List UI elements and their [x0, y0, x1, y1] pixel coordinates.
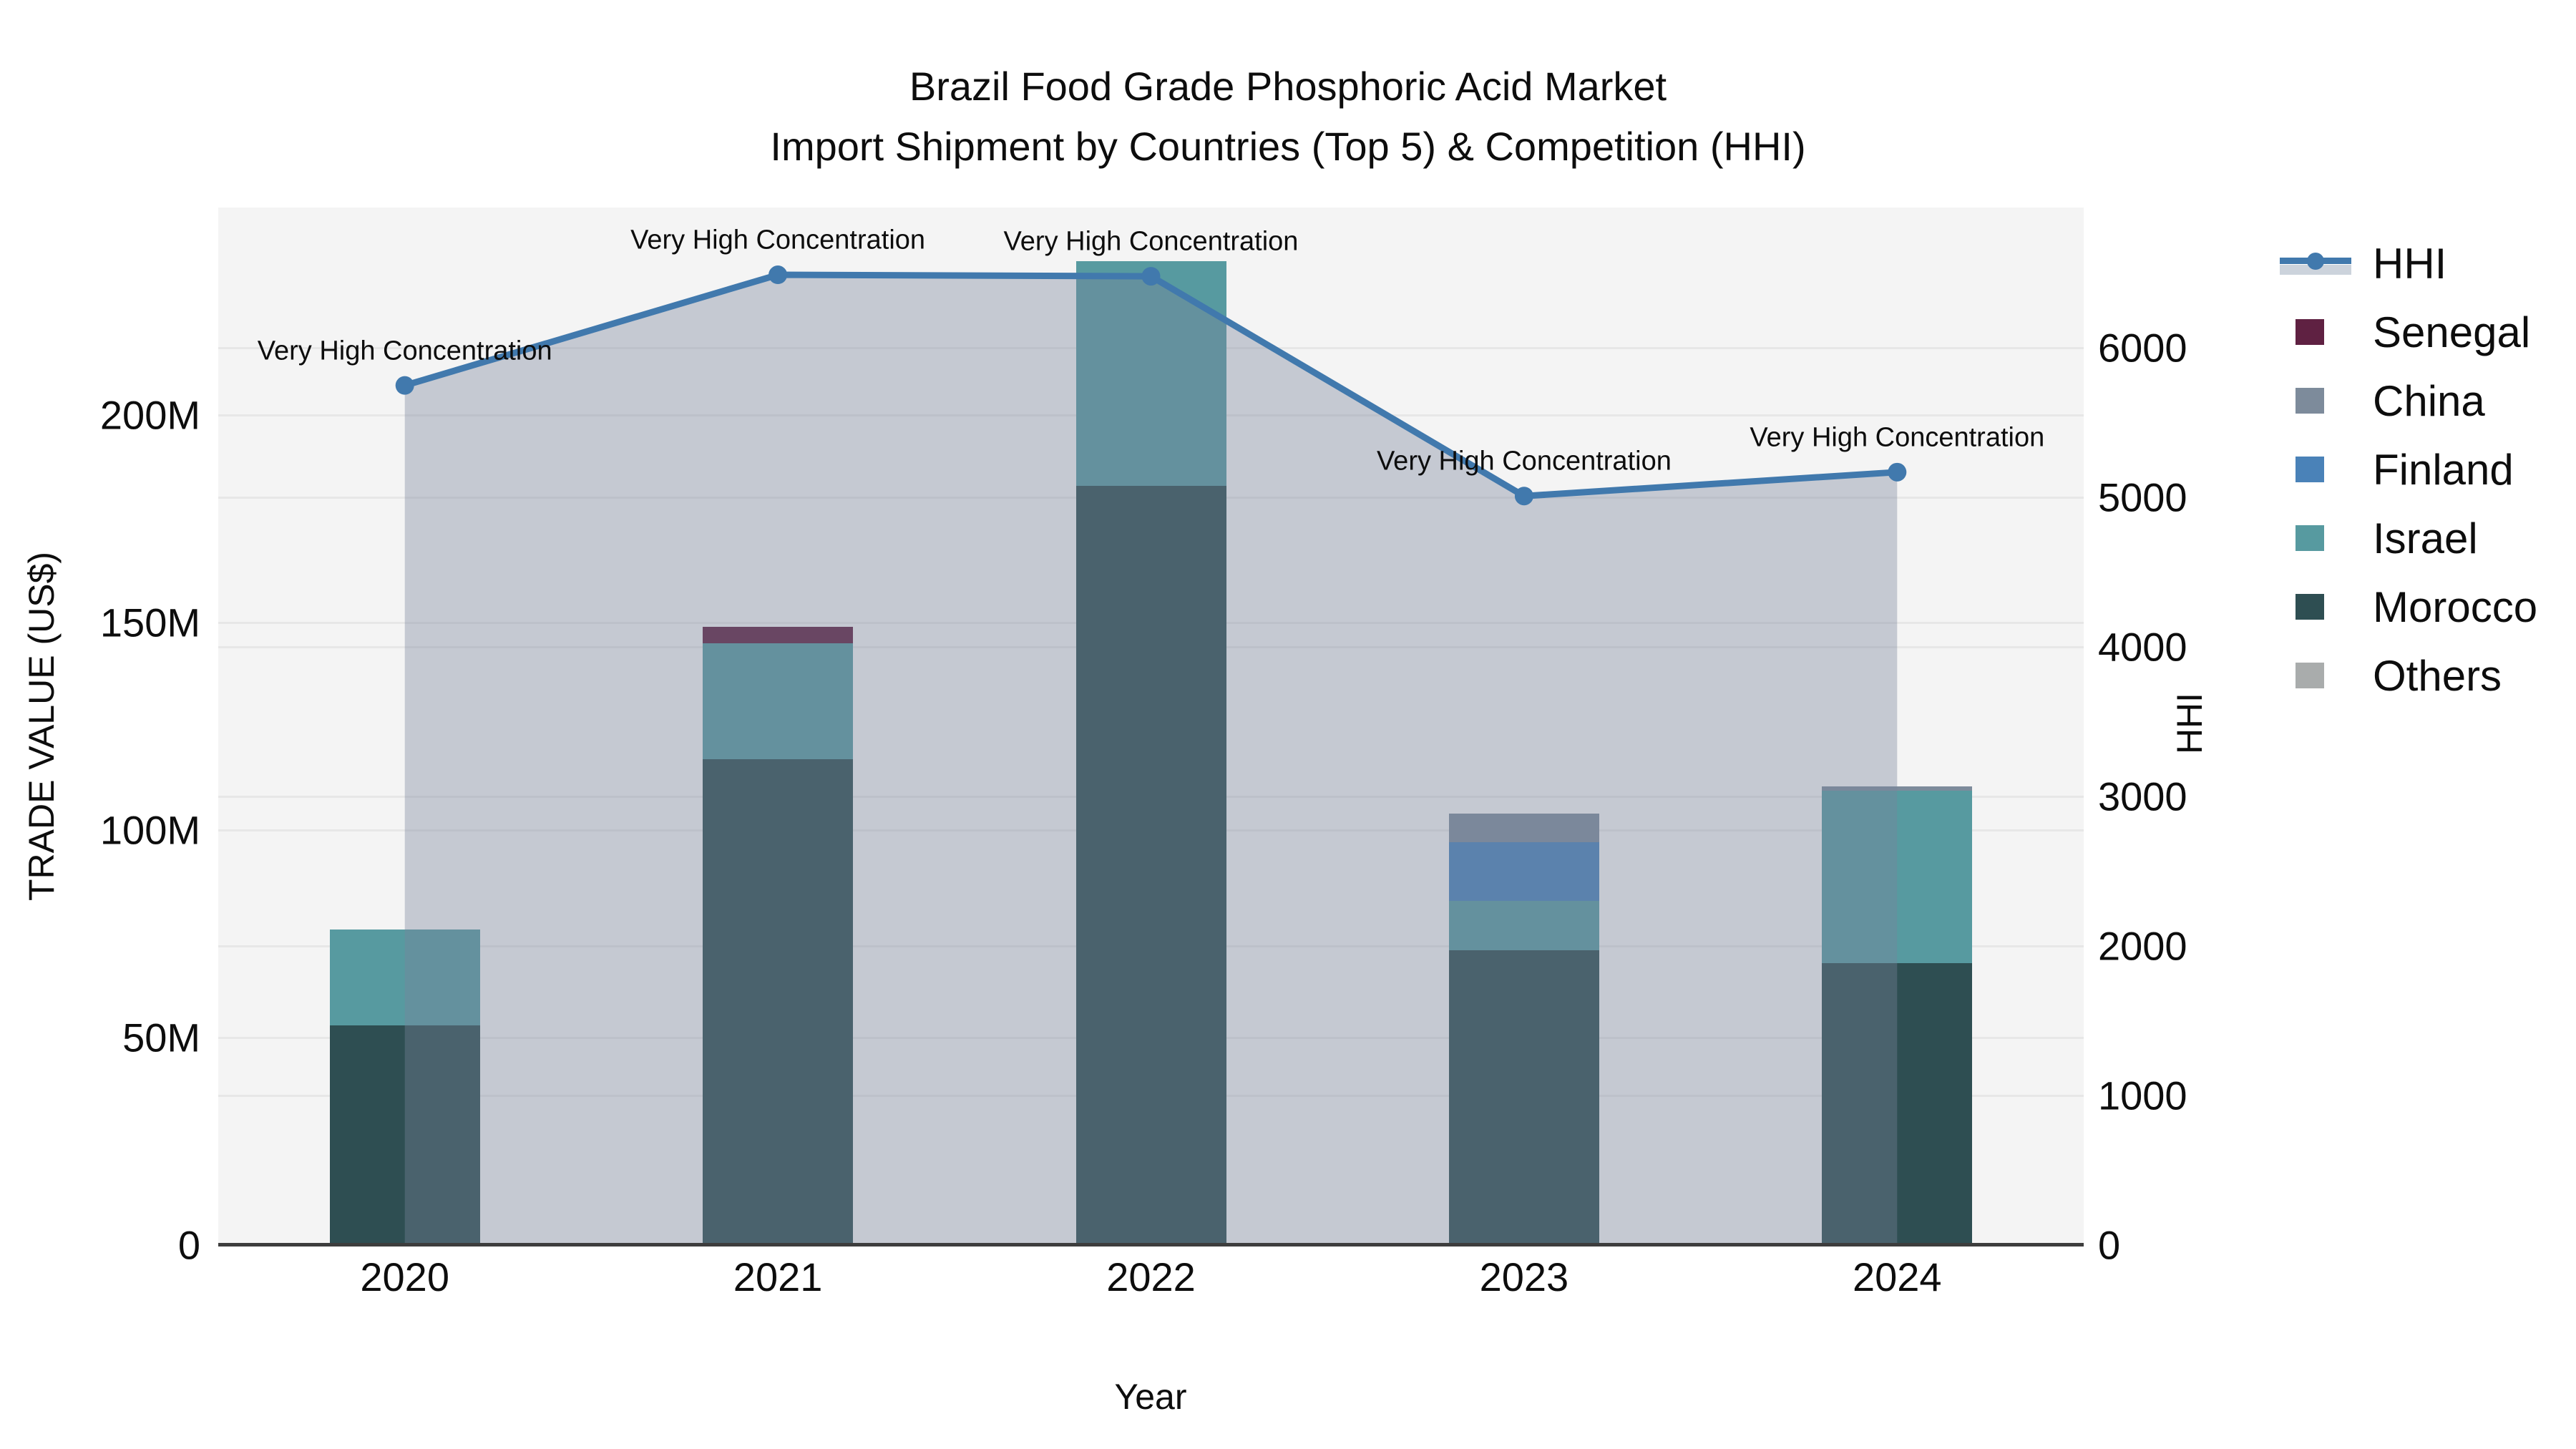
legend-item-others: Others	[2280, 641, 2537, 710]
bar-segment-2020-israel	[329, 930, 480, 1025]
hhi-marker-sample	[2307, 253, 2324, 270]
color-swatch	[2296, 663, 2324, 688]
color-swatch	[2296, 525, 2324, 551]
bar-segment-2022-israel	[1075, 261, 1226, 486]
x-tick-2021: 2021	[733, 1254, 823, 1299]
y2-tick-1000: 1000	[2098, 1073, 2187, 1118]
bar-segment-2021-israel	[703, 643, 854, 760]
annotation-2020: Very High Concentration	[257, 336, 552, 366]
annotation-2021: Very High Concentration	[630, 225, 926, 255]
legend-item-morocco: Morocco	[2280, 572, 2537, 641]
y-tick-50M: 50M	[122, 1015, 200, 1060]
legend: HHI Senegal China Finland Israel Morocco Other…	[2280, 229, 2537, 710]
legend-swatch-finland	[2280, 454, 2351, 485]
y2-tick-4000: 4000	[2098, 624, 2187, 670]
legend-label: Others	[2373, 651, 2502, 700]
y-axis-label: TRADE VALUE (US$)	[21, 551, 62, 902]
legend-label: Finland	[2373, 445, 2514, 494]
bar-segment-2024-israel	[1822, 790, 1973, 963]
hhi-marker-2022	[1141, 267, 1161, 286]
hhi-area-sample	[2280, 265, 2351, 275]
hhi-marker-2024	[1888, 462, 1907, 482]
legend-label: HHI	[2373, 239, 2447, 288]
legend-item-senegal: Senegal	[2280, 298, 2537, 366]
y-tick-150M: 150M	[99, 600, 200, 645]
bar-2021	[703, 626, 854, 1245]
legend-item-israel: Israel	[2280, 504, 2537, 572]
chart-title-line-1: Brazil Food Grade Phosphoric Acid Market	[909, 64, 1667, 109]
annotation-2023: Very High Concentration	[1376, 446, 1672, 477]
x-tick-2023: 2023	[1479, 1254, 1569, 1299]
legend-label: Morocco	[2373, 582, 2538, 631]
color-swatch	[2296, 594, 2324, 620]
bar-segment-2023-finland	[1448, 842, 1599, 901]
bar-segment-2021-senegal	[703, 626, 854, 644]
bar-segment-2024-china	[1822, 786, 1973, 791]
x-axis-label: Year	[1114, 1377, 1187, 1417]
hhi-marker-2020	[395, 376, 414, 395]
bar-2022	[1075, 261, 1226, 1245]
hhi-marker-2021	[769, 265, 788, 285]
bar-segment-2022-morocco	[1075, 485, 1226, 1245]
legend-label: China	[2373, 376, 2485, 425]
annotation-2022: Very High Concentration	[1003, 226, 1299, 257]
bar-segment-2023-israel	[1448, 900, 1599, 951]
legend-swatch-morocco	[2280, 591, 2351, 623]
color-swatch	[2296, 319, 2324, 345]
x-axis-spine	[218, 1243, 2084, 1246]
bar-segment-2024-morocco	[1822, 962, 1973, 1245]
color-swatch	[2296, 457, 2324, 482]
y-tick-200M: 200M	[99, 392, 200, 438]
legend-swatch-others	[2280, 660, 2351, 691]
y-tick-100M: 100M	[99, 807, 200, 853]
bar-segment-2023-morocco	[1448, 950, 1599, 1245]
legend-swatch-senegal	[2280, 316, 2351, 348]
x-tick-2020: 2020	[360, 1254, 449, 1299]
bar-segment-2020-morocco	[329, 1025, 480, 1245]
bar-segment-2021-morocco	[703, 759, 854, 1245]
y2-tick-5000: 5000	[2098, 474, 2187, 520]
secondary-y-axis-label: HHI	[2170, 692, 2210, 755]
chart-title-line-2: Import Shipment by Countries (Top 5) & C…	[770, 124, 1806, 169]
x-tick-2022: 2022	[1106, 1254, 1196, 1299]
legend-item-china: China	[2280, 366, 2537, 435]
y2-tick-0: 0	[2098, 1222, 2121, 1268]
bar-2023	[1448, 813, 1599, 1245]
hhi-area-fill	[404, 275, 1898, 1245]
bar-segment-2023-china	[1448, 813, 1599, 843]
legend-item-finland: Finland	[2280, 435, 2537, 504]
legend-swatch-israel	[2280, 522, 2351, 554]
legend-line-sample	[2280, 248, 2351, 279]
legend-item-hhi: HHI	[2280, 229, 2537, 298]
x-tick-2024: 2024	[1853, 1254, 1942, 1299]
y-tick-0: 0	[177, 1222, 200, 1268]
bar-2020	[329, 930, 480, 1245]
legend-label: Israel	[2373, 514, 2478, 562]
plot-area: Very High Concentration Very High Concent…	[218, 208, 2084, 1246]
color-swatch	[2296, 388, 2324, 414]
hhi-line-layer	[395, 265, 1907, 1245]
y2-tick-6000: 6000	[2098, 325, 2187, 371]
annotation-2024: Very High Concentration	[1750, 422, 2045, 453]
legend-label: Senegal	[2373, 308, 2531, 356]
bar-2024	[1822, 786, 1973, 1245]
legend-swatch-china	[2280, 385, 2351, 416]
hhi-marker-2023	[1514, 487, 1533, 506]
y2-tick-3000: 3000	[2098, 774, 2187, 819]
y2-tick-2000: 2000	[2098, 923, 2187, 969]
